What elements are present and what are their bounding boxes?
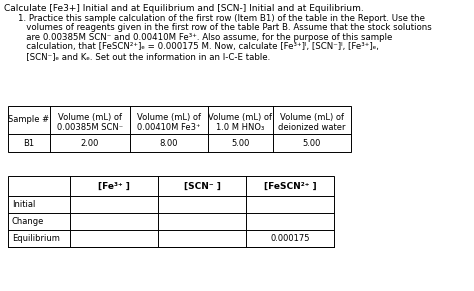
Text: Sample #: Sample # [9,116,50,125]
Text: deionized water: deionized water [278,123,346,132]
Text: 1.0 M HNO₃: 1.0 M HNO₃ [216,123,264,132]
Text: 0.000175: 0.000175 [270,234,310,243]
Text: are 0.00385M SCN⁻ and 0.00410M Fe³⁺. Also assume, for the purpose of this sample: are 0.00385M SCN⁻ and 0.00410M Fe³⁺. Als… [18,33,392,42]
Text: [SCN⁻]ₑ and Kₑ. Set out the information in an I-C-E table.: [SCN⁻]ₑ and Kₑ. Set out the information … [18,52,270,61]
Text: 0.00410M Fe3⁺: 0.00410M Fe3⁺ [137,123,201,132]
Bar [8,106,351,152]
Text: [Fe³⁺ ]: [Fe³⁺ ] [98,182,130,191]
Text: Volume (mL) of: Volume (mL) of [280,113,344,122]
Text: calculation, that [FeSCN²⁺]ₑ = 0.000175 M. Now, calculate [Fe³⁺]ᴵ, [SCN⁻]ᴵ, [Fe³: calculation, that [FeSCN²⁺]ₑ = 0.000175 … [18,42,379,52]
Text: 1. Practice this sample calculation of the first row (Item B1) of the table in t: 1. Practice this sample calculation of t… [18,14,425,23]
Text: [FeSCN²⁺ ]: [FeSCN²⁺ ] [264,182,316,191]
Text: 0.00385M SCN⁻: 0.00385M SCN⁻ [57,123,123,132]
Text: Volume (mL) of: Volume (mL) of [137,113,201,122]
Text: volumes of reagents given in the first row of the table Part B. Assume that the : volumes of reagents given in the first r… [18,24,432,33]
Text: 5.00: 5.00 [303,139,321,148]
Text: B1: B1 [23,139,35,148]
Text: Calculate [Fe3+] Initial and at Equilibrium and [SCN-] Initial and at Equilibriu: Calculate [Fe3+] Initial and at Equilibr… [4,4,364,13]
Text: Initial: Initial [12,200,36,209]
Text: 2.00: 2.00 [81,139,99,148]
Bar [8,176,334,247]
Text: Equilibrium: Equilibrium [12,234,60,243]
Text: Change: Change [12,217,45,226]
Text: Volume (mL) of: Volume (mL) of [58,113,122,122]
Text: 5.00: 5.00 [231,139,250,148]
Text: [SCN⁻ ]: [SCN⁻ ] [183,182,220,191]
Text: Volume (mL) of: Volume (mL) of [209,113,273,122]
Text: 8.00: 8.00 [160,139,178,148]
